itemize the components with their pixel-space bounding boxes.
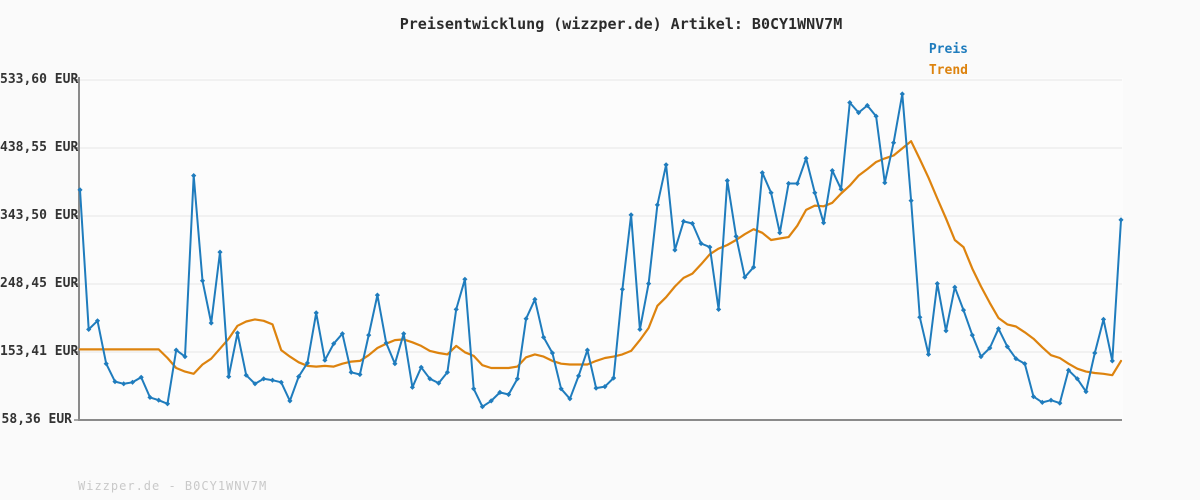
legend-item-preis: Preis: [928, 42, 968, 57]
chart-title: Preisentwicklung (wizzper.de) Artikel: B…: [399, 15, 843, 33]
y-axis-label: 153,41 EUR: [0, 344, 79, 359]
watermark-text: Wizzper.de - B0CY1WNV7M: [78, 479, 268, 493]
y-axis-label: 58,36 EUR: [1, 412, 72, 427]
legend-item-trend: Trend: [928, 63, 968, 78]
plot-area: [80, 78, 1123, 420]
trend-line: [78, 140, 1123, 377]
y-axis-label: 248,45 EUR: [0, 276, 79, 291]
y-axis-label: 533,60 EUR: [0, 72, 79, 87]
y-axis-label: 438,55 EUR: [0, 140, 79, 155]
price-line: [79, 93, 1122, 408]
y-axis-label: 343,50 EUR: [0, 208, 79, 223]
chart-legend: Preis Trend: [918, 39, 968, 81]
